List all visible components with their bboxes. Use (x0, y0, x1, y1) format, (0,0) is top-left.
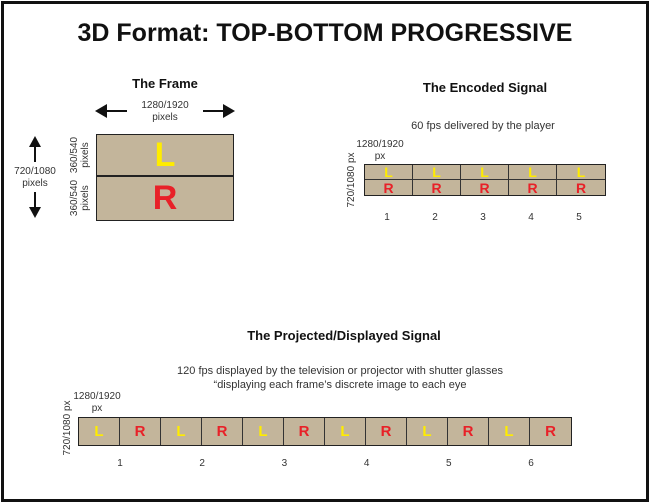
projected-left-eye: L (161, 418, 202, 445)
frame-height-label: 720/1080 pixels (14, 166, 56, 190)
caption-line-2: “displaying each frame’s discrete image … (213, 379, 467, 391)
encoded-width-label: 1280/1920 px (356, 139, 403, 163)
encoded-heading: The Encoded Signal (422, 80, 548, 95)
frame-box: L R (96, 134, 234, 221)
encoded-left-eye: L (413, 164, 461, 180)
width-arrows-icon (95, 104, 235, 118)
encoded-caption: 60 fps delivered by the player (411, 120, 555, 132)
width-value: 1280/1920 (73, 391, 121, 402)
encoded-right-eye: R (413, 180, 461, 196)
page-title: 3D Format: TOP-BOTTOM PROGRESSIVE (77, 19, 573, 47)
projected-right-eye: R (202, 418, 243, 445)
projected-heading: The Projected/Displayed Signal (247, 328, 441, 343)
encoded-height-label: 720/1080 px (346, 152, 357, 208)
height-value: 720/1080 (14, 166, 56, 177)
frame-heading: The Frame (132, 76, 198, 91)
projected-left-eye: L (489, 418, 530, 445)
projected-right-eye: R (120, 418, 161, 445)
width-unit: px (91, 403, 103, 414)
projected-height-label: 720/1080 px (62, 400, 73, 456)
projected-frame-number: 4 (363, 458, 370, 469)
width-unit: pixels (152, 112, 178, 123)
height-arrows-icon (29, 136, 41, 218)
width-value: 1280/1920 (141, 100, 189, 111)
encoded-right-eye: R (461, 180, 509, 196)
encoded-frame-number: 4 (528, 212, 534, 223)
encoded-frame-number: 3 (480, 212, 486, 223)
encoded-left-eye: L (557, 164, 605, 180)
encoded-right-eye: R (365, 180, 413, 196)
encoded-right-eye: R (509, 180, 557, 196)
caption-line-1: 120 fps displayed by the television or p… (177, 365, 503, 377)
projected-right-eye: R (545, 423, 556, 440)
projected-left-eye: L (325, 418, 366, 445)
projected-right-eye: R (448, 418, 489, 445)
projected-frame-number: 1 (117, 458, 123, 469)
projected-right-eye: R (366, 418, 407, 445)
right-eye-half: R (152, 178, 178, 217)
height-unit: pixels (22, 178, 48, 189)
projected-left-eye: L (79, 418, 120, 445)
projected-right-eye: R (284, 418, 325, 445)
encoded-frame-number: 1 (384, 212, 390, 223)
left-eye-half: L (97, 135, 233, 177)
encoded-left-eye: L (365, 164, 413, 180)
encoded-frame-number: 2 (432, 212, 438, 223)
bottom-half-label: 360/540 pixels (69, 179, 91, 217)
width-value: 1280/1920 (356, 139, 404, 150)
projected-frame-number: 6 (528, 458, 534, 469)
projected-left-eye: L (243, 418, 284, 445)
encoded-right-eye: R (575, 179, 587, 196)
projected-frame-number: 2 (199, 458, 205, 469)
encoded-frame-number: 5 (576, 212, 582, 223)
projected-width-label: 1280/1920 px (73, 391, 120, 415)
encoded-left-eye: L (461, 164, 509, 180)
projected-frame-number: 5 (446, 458, 452, 469)
projected-caption: 120 fps displayed by the television or p… (177, 364, 503, 392)
frame-width-label: 1280/1920 pixels (141, 100, 188, 124)
projected-left-eye: L (407, 418, 448, 445)
projected-frame-number: 3 (281, 458, 288, 469)
width-unit: px (374, 151, 386, 162)
encoded-left-eye: L (509, 164, 557, 180)
